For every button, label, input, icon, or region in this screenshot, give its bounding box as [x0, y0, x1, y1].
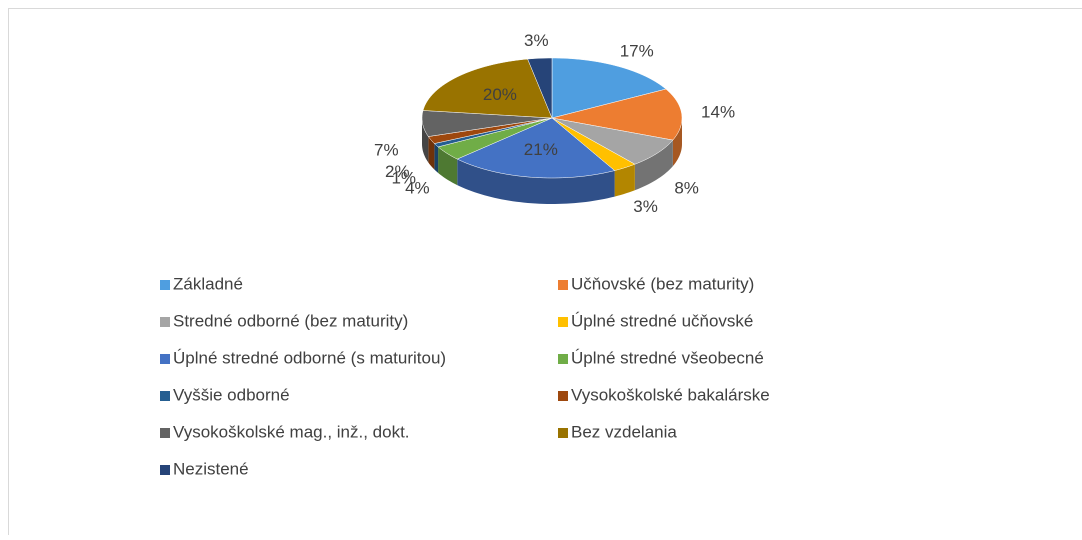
legend-label: Stredné odborné (bez maturity)	[173, 311, 408, 330]
data-label: 2%	[385, 162, 410, 181]
legend-label: Bez vzdelania	[571, 422, 677, 441]
legend-label: Vysokoškolské mag., inž., dokt.	[173, 422, 410, 441]
legend-swatch	[558, 280, 568, 290]
legend-swatch	[160, 465, 170, 475]
legend-swatch	[160, 354, 170, 364]
legend-label: Učňovské (bez maturity)	[571, 274, 754, 293]
legend-swatch	[558, 354, 568, 364]
data-label: 8%	[674, 179, 699, 198]
data-label: 7%	[374, 141, 399, 160]
slice-side	[434, 144, 438, 173]
legend-label: Vysokoškolské bakalárske	[571, 385, 770, 404]
legend-label: Úplné stredné všeobecné	[571, 348, 764, 367]
data-label: 20%	[483, 85, 517, 104]
data-label: 3%	[633, 197, 658, 216]
legend-label: Vyššie odborné	[173, 385, 290, 404]
legend-swatch	[160, 391, 170, 401]
legend-swatch	[558, 317, 568, 327]
legend-swatch	[160, 428, 170, 438]
data-label: 21%	[524, 140, 558, 159]
legend-swatch	[160, 317, 170, 327]
data-label: 14%	[701, 103, 735, 122]
legend-swatch	[160, 280, 170, 290]
legend-label: Úplné stredné odborné (s maturitou)	[173, 348, 446, 367]
legend-label: Nezistené	[173, 459, 249, 478]
legend-swatch	[558, 391, 568, 401]
data-label: 3%	[524, 31, 549, 50]
legend-label: Základné	[173, 274, 243, 293]
legend-swatch	[558, 428, 568, 438]
legend-label: Úplné stredné učňovské	[571, 311, 753, 330]
data-label: 17%	[620, 41, 654, 60]
